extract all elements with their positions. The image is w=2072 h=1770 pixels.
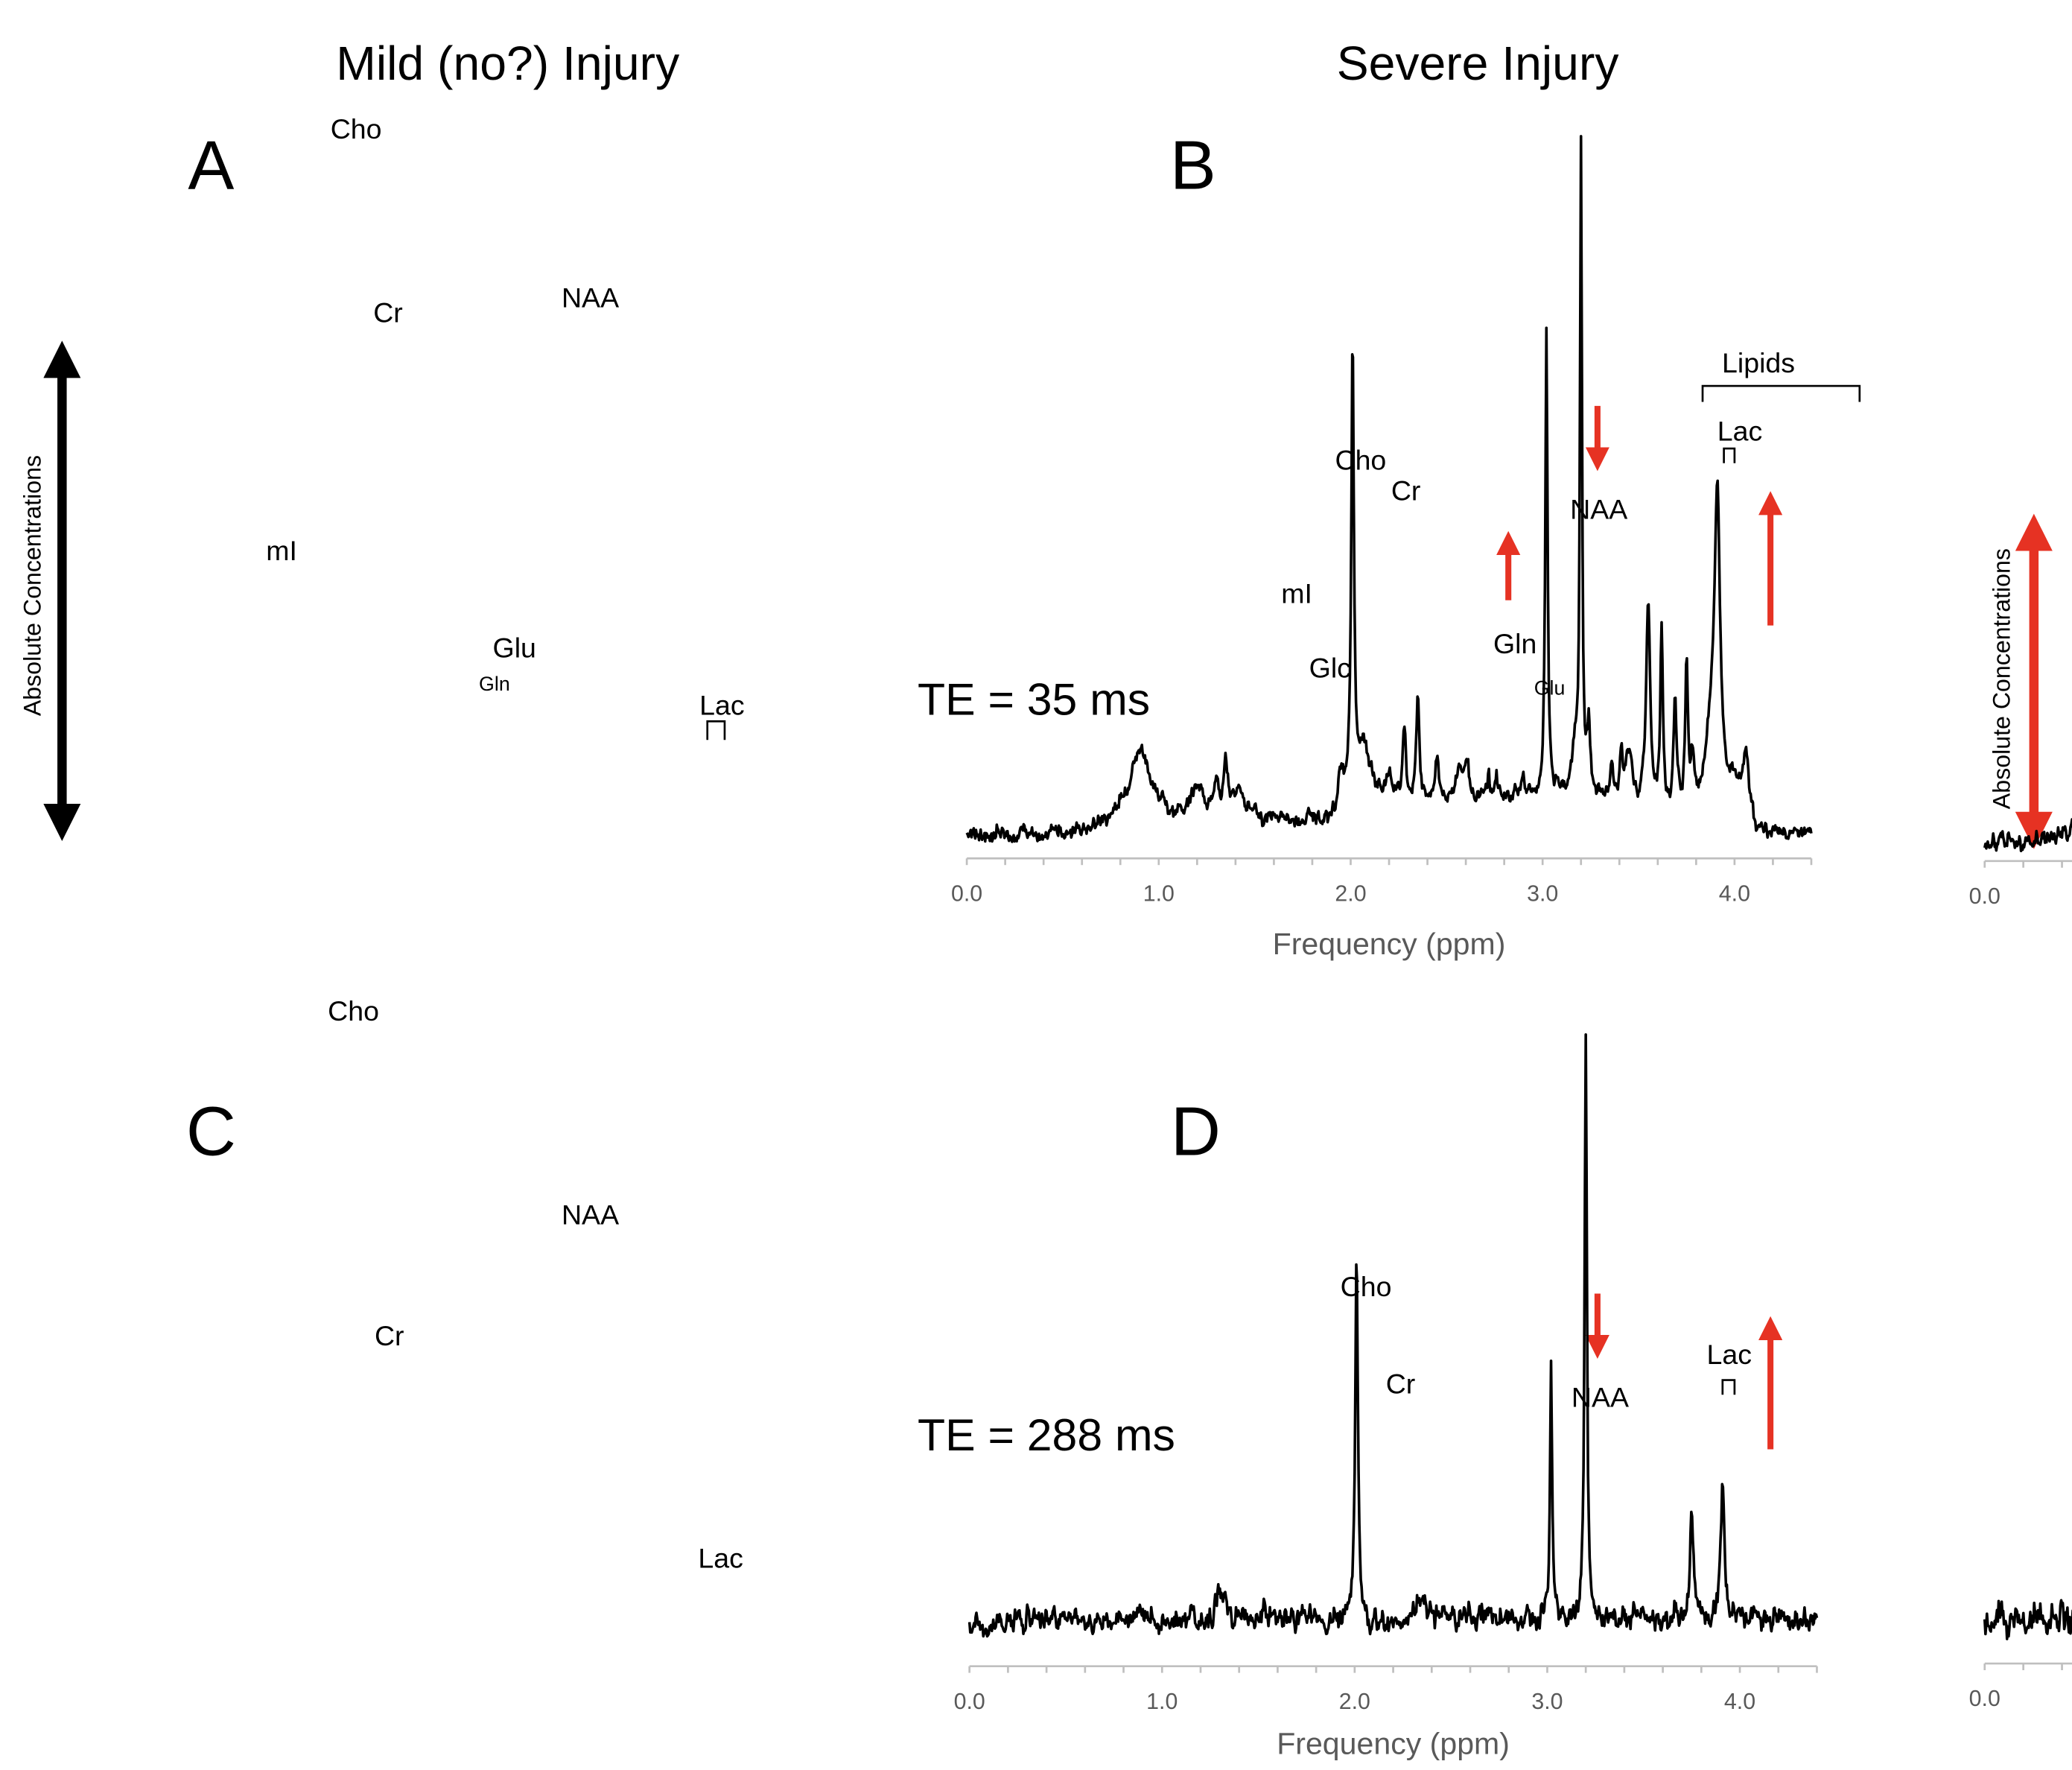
lac-doublet-bracket — [1723, 447, 1736, 463]
spectrum-line-a — [965, 135, 1813, 843]
peak-label-cho: Cho — [1335, 445, 1386, 476]
absolute-concentrations-label-right: Absolute Concentrations — [1989, 548, 2015, 809]
lac-doublet-bracket — [1721, 1379, 1736, 1395]
peak-label-naa: NAA — [562, 1199, 619, 1231]
panel-letter-a: A — [188, 127, 234, 204]
peak-label-mi: mI — [1281, 577, 1312, 609]
peak-label-lac: Lac — [699, 689, 744, 720]
title-severe-injury: Severe Injury — [1337, 37, 1620, 90]
peak-label-naa: NAA — [1572, 1381, 1629, 1412]
peak-label-cr: Cr — [1391, 475, 1421, 507]
panel-c-peak-labels: Cho Cr NAA Lac — [328, 995, 743, 1573]
x-tick-label: 0.0 — [954, 1690, 985, 1714]
peak-label-mi: mI — [266, 535, 297, 566]
x-tick-label: 4.0 — [1724, 1690, 1755, 1714]
x-tick-label: 1.0 — [1146, 1690, 1178, 1714]
x-axis-title: Frequency (ppm) — [1277, 1727, 1510, 1761]
x-tick-label: 0.0 — [951, 881, 982, 906]
x-tick-label: 2.0 — [1339, 1690, 1370, 1714]
spectrum-line-c — [967, 1033, 1819, 1638]
peak-label-cr: Cr — [373, 296, 403, 328]
x-tick-label: 3.0 — [1527, 881, 1558, 906]
x-tick-label: 0.0 — [1969, 1687, 2001, 1711]
peak-label-cho: Cho — [328, 995, 379, 1027]
peak-label-cho: Cho — [1341, 1271, 1392, 1302]
x-tick-label: 3.0 — [1531, 1690, 1563, 1714]
peak-label-cr: Cr — [1386, 1368, 1416, 1399]
peak-label-naa: NAA — [562, 282, 619, 314]
x-tick-label: 1.0 — [1143, 881, 1175, 906]
peak-label-lac: Lac — [1717, 415, 1762, 446]
te-35-label: TE = 35 ms — [918, 673, 1150, 724]
lac-doublet-bracket — [706, 720, 726, 740]
peak-label-gln: Gln — [1493, 628, 1536, 659]
panel-letter-b: B — [1170, 127, 1216, 204]
x-tick-label: 4.0 — [1719, 881, 1750, 906]
peak-label-lac: Lac — [1707, 1339, 1752, 1370]
lipids-bracket — [1701, 384, 1861, 402]
absolute-concentrations-label-left: Absolute Concentrations — [19, 455, 46, 716]
spectrum-line-d — [1983, 1599, 2072, 1640]
peak-label-glc: Glc — [1309, 652, 1351, 683]
peak-label-lac: Lac — [698, 1542, 743, 1573]
peak-label-cho: Cho — [331, 113, 382, 145]
spectrum-panel-a: 4.0 3.0 2.0 1.0 0.0 Frequency (ppm) — [951, 135, 1813, 961]
peak-label-lipids: Lipids — [1722, 347, 1795, 378]
te-288-label: TE = 288 ms — [918, 1409, 1175, 1460]
panel-b-peak-labels: Lipids Lac Cho Cr NAA mI Glc Gln Glu — [1281, 347, 1861, 700]
x-axis-title: Frequency (ppm) — [1273, 927, 1506, 961]
panel-letter-c: C — [186, 1093, 236, 1170]
peak-label-cr: Cr — [375, 1320, 404, 1351]
x-tick-label: 0.0 — [1969, 884, 2001, 909]
peak-label-gln: Gln — [479, 673, 510, 695]
panel-a-peak-labels: Cho Cr NAA mI Glu Gln Lac — [266, 113, 745, 740]
panel-d-peak-labels: Cho Cr NAA Lac — [1341, 1271, 1783, 1450]
peak-label-glu: Glu — [493, 632, 536, 664]
title-mild-injury: Mild (no?) Injury — [336, 37, 680, 90]
spectrum-panel-c: 4.0 3.0 2.0 1.0 0.0 Frequency (ppm) — [954, 1033, 1819, 1761]
panel-letter-d: D — [1171, 1093, 1221, 1170]
x-tick-label: 2.0 — [1335, 881, 1366, 906]
